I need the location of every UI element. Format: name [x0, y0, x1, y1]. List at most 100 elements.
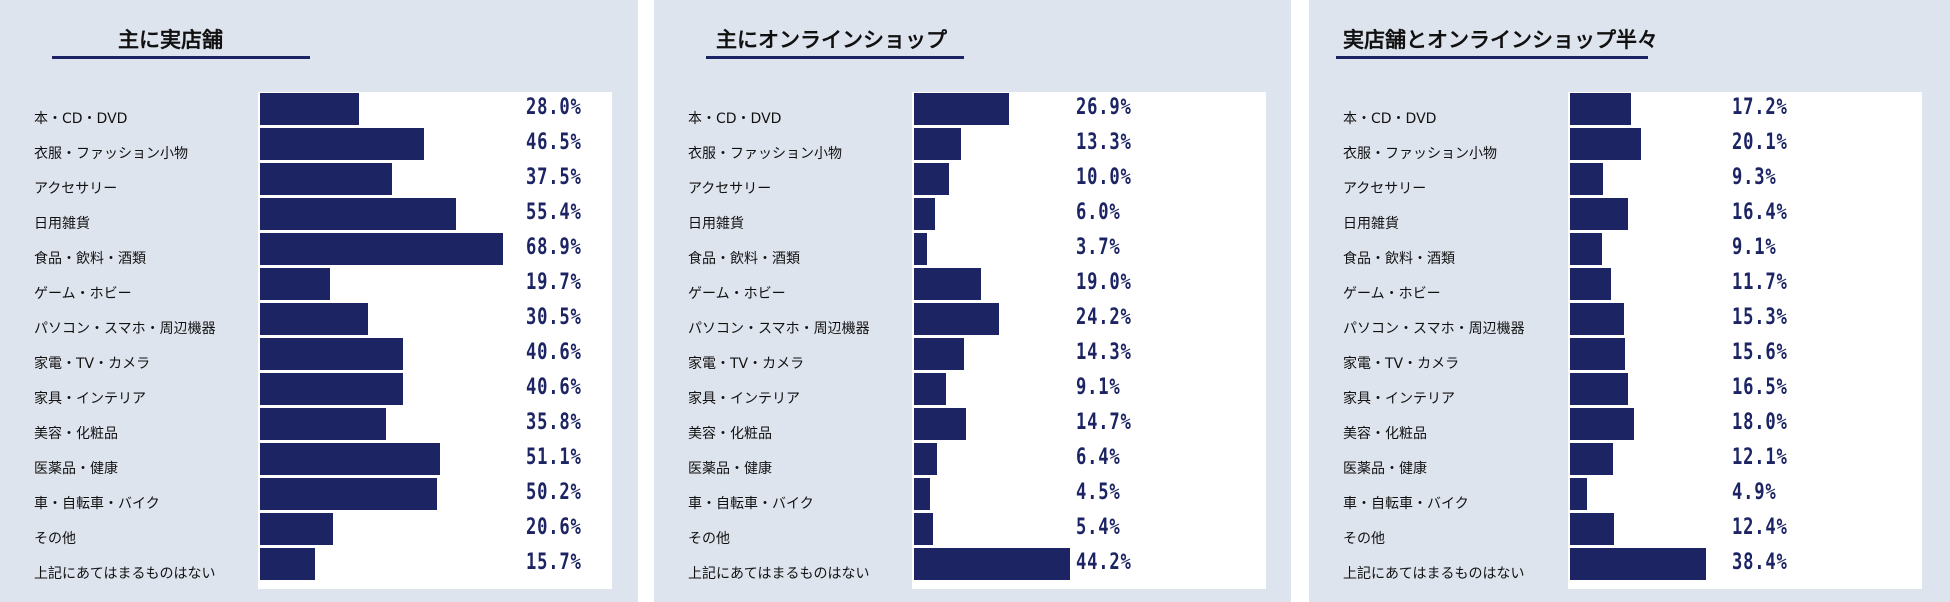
value-label: 26.9%: [1076, 95, 1132, 120]
bar: [1570, 548, 1706, 580]
value-label: 5.4%: [1076, 515, 1121, 540]
category-label: 日用雑貨: [1343, 216, 1399, 232]
value-label: 9.1%: [1076, 375, 1121, 400]
bar: [260, 513, 333, 545]
bar: [260, 373, 403, 405]
value-label: 28.0%: [526, 95, 582, 120]
value-label: 18.0%: [1732, 410, 1788, 435]
value-label: 20.6%: [526, 515, 582, 540]
value-label: 6.0%: [1076, 200, 1121, 225]
value-label: 51.1%: [526, 445, 582, 470]
bar: [260, 478, 437, 510]
bar: [260, 93, 359, 125]
value-label: 16.4%: [1732, 200, 1788, 225]
category-label: ゲーム・ホビー: [34, 286, 132, 302]
value-label: 4.5%: [1076, 480, 1121, 505]
category-label: 食品・飲料・酒類: [688, 251, 800, 267]
title-underline: [706, 56, 964, 59]
bar: [260, 268, 330, 300]
category-label: ゲーム・ホビー: [1343, 286, 1441, 302]
category-label: アクセサリー: [688, 181, 772, 197]
category-label: 車・自転車・バイク: [1343, 496, 1469, 512]
category-label: アクセサリー: [34, 181, 118, 197]
category-label: その他: [34, 531, 76, 547]
value-label: 12.4%: [1732, 515, 1788, 540]
value-label: 17.2%: [1732, 95, 1788, 120]
bar: [260, 338, 403, 370]
category-label: 車・自転車・バイク: [34, 496, 160, 512]
category-label: 日用雑貨: [688, 216, 744, 232]
category-label: パソコン・スマホ・周辺機器: [688, 321, 870, 337]
bar: [260, 443, 440, 475]
title-underline: [1336, 56, 1648, 59]
category-label: 家具・インテリア: [1343, 391, 1455, 407]
bar: [914, 373, 946, 405]
category-label: 医薬品・健康: [34, 461, 118, 477]
value-label: 3.7%: [1076, 235, 1121, 260]
bar: [914, 233, 927, 265]
bar: [1570, 303, 1624, 335]
plot-area: [1568, 92, 1922, 589]
value-label: 40.6%: [526, 375, 582, 400]
chart-title: 実店舗とオンラインショップ半々: [1343, 28, 1658, 52]
category-label: その他: [688, 531, 730, 547]
category-label: 医薬品・健康: [688, 461, 772, 477]
category-label: 衣服・ファッション小物: [34, 146, 188, 162]
value-label: 16.5%: [1732, 375, 1788, 400]
value-label: 14.7%: [1076, 410, 1132, 435]
bar: [260, 198, 456, 230]
value-label: 19.0%: [1076, 270, 1132, 295]
category-label: 本・CD・DVD: [688, 111, 782, 127]
bar: [914, 443, 937, 475]
value-label: 38.4%: [1732, 550, 1788, 575]
category-label: 食品・飲料・酒類: [1343, 251, 1455, 267]
category-label: パソコン・スマホ・周辺機器: [1343, 321, 1525, 337]
category-label: 家電・TV・カメラ: [34, 356, 151, 372]
category-label: 本・CD・DVD: [1343, 111, 1437, 127]
value-label: 55.4%: [526, 200, 582, 225]
bar: [1570, 268, 1611, 300]
value-label: 37.5%: [526, 165, 582, 190]
chart-title: 主に実店舗: [118, 28, 223, 52]
category-label: 家電・TV・カメラ: [1343, 356, 1460, 372]
plot-area: [912, 92, 1266, 589]
bar: [914, 408, 966, 440]
bar: [1570, 443, 1613, 475]
category-label: 車・自転車・バイク: [688, 496, 814, 512]
bar: [260, 303, 368, 335]
bar: [1570, 128, 1641, 160]
bar: [914, 128, 961, 160]
value-label: 19.7%: [526, 270, 582, 295]
category-label: 上記にあてはまるものはない: [34, 566, 216, 582]
category-label: 本・CD・DVD: [34, 111, 128, 127]
bar: [1570, 373, 1628, 405]
bar: [1570, 513, 1614, 545]
bar: [1570, 163, 1603, 195]
value-label: 6.4%: [1076, 445, 1121, 470]
category-label: アクセサリー: [1343, 181, 1427, 197]
category-label: 家具・インテリア: [34, 391, 146, 407]
category-label: 美容・化粧品: [688, 426, 772, 442]
value-label: 9.3%: [1732, 165, 1777, 190]
value-label: 35.8%: [526, 410, 582, 435]
category-label: 食品・飲料・酒類: [34, 251, 146, 267]
category-label: ゲーム・ホビー: [688, 286, 786, 302]
value-label: 12.1%: [1732, 445, 1788, 470]
bar: [260, 233, 503, 265]
category-label: その他: [1343, 531, 1385, 547]
value-label: 11.7%: [1732, 270, 1788, 295]
value-label: 15.7%: [526, 550, 582, 575]
bar: [260, 408, 386, 440]
category-label: 衣服・ファッション小物: [1343, 146, 1497, 162]
bar: [914, 513, 933, 545]
bar: [914, 303, 999, 335]
category-label: パソコン・スマホ・周辺機器: [34, 321, 216, 337]
category-label: 医薬品・健康: [1343, 461, 1427, 477]
bar: [914, 198, 935, 230]
bar: [1570, 93, 1631, 125]
category-label: 上記にあてはまるものはない: [1343, 566, 1525, 582]
bar: [914, 93, 1009, 125]
bar: [1570, 233, 1602, 265]
bar: [1570, 408, 1634, 440]
